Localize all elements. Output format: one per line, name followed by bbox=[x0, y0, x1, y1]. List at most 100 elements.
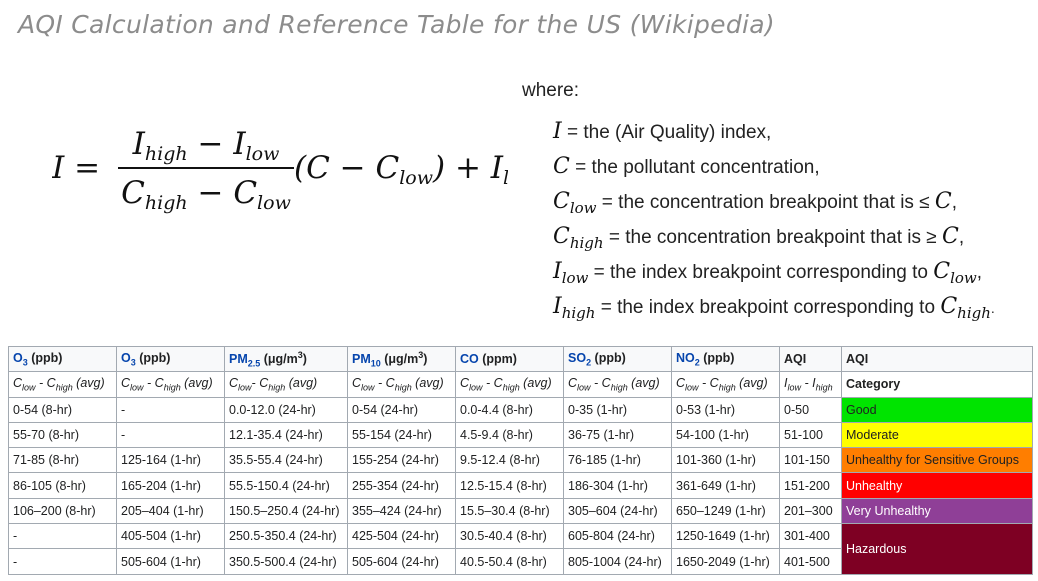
definition-item: I = the (Air Quality) index, bbox=[553, 116, 1033, 151]
definition-text: = the concentration breakpoint that is ≤ bbox=[596, 192, 935, 213]
aqi-category-cell: Very Unhealthy bbox=[841, 497, 1033, 525]
definition-ref-symbol: Chigh bbox=[940, 294, 991, 322]
table-cell: 15.5–30.4 (8-hr) bbox=[455, 497, 564, 525]
table-cell: 425-504 (24-hr) bbox=[347, 523, 456, 550]
pollutant-link[interactable]: CO bbox=[460, 352, 479, 367]
table-row: 86-105 (8-hr) 165-204 (1-hr) 55.5-150.4 (2… bbox=[8, 472, 1033, 499]
formula-fraction: Ihigh − Ilow Chigh − Clow bbox=[118, 122, 294, 215]
definition-symbol: Chigh bbox=[553, 224, 604, 252]
definition-item: Chigh = the concentration breakpoint tha… bbox=[553, 221, 1033, 256]
table-cell: 505-604 (1-hr) bbox=[116, 548, 225, 575]
column-header[interactable]: CO (ppm) bbox=[455, 345, 564, 373]
table-cell: 0-54 (24-hr) bbox=[347, 396, 456, 423]
table-row: 0-54 (8-hr) -0.0-12.0 (24-hr) 0-54 (24-hr)… bbox=[8, 396, 1033, 423]
definition-end: , bbox=[951, 192, 958, 213]
table-cell: 76-185 (1-hr) bbox=[563, 447, 672, 474]
table-cell: 12.1-35.4 (24-hr) bbox=[224, 421, 348, 449]
table-row: 55-70 (8-hr) -12.1-35.4 (24-hr) 55-154 (24… bbox=[8, 421, 1033, 449]
table-cell: 36-75 (1-hr) bbox=[563, 421, 672, 449]
table-row: -505-604 (1-hr) 350.5-500.4 (24-hr) 505-60… bbox=[8, 548, 1033, 575]
pollutant-link[interactable]: NO2 bbox=[676, 350, 700, 368]
column-header[interactable]: O3 (ppb) bbox=[8, 345, 117, 373]
table-cell: - bbox=[116, 421, 225, 449]
table-cell: 255-354 (24-hr) bbox=[347, 472, 456, 499]
column-subheader: Category bbox=[841, 371, 1033, 398]
table-cell: 350.5-500.4 (24-hr) bbox=[224, 548, 348, 575]
page-title: AQI Calculation and Reference Table for … bbox=[18, 10, 775, 39]
column-subheader: Clow- Chigh (avg) bbox=[224, 371, 348, 398]
aqi-category-cell: Moderate bbox=[841, 421, 1033, 449]
definition-item: Ihigh = the index breakpoint correspondi… bbox=[553, 291, 1033, 326]
table-cell: 1250-1649 (1-hr) bbox=[671, 523, 780, 550]
column-header[interactable]: O3 (ppb) bbox=[116, 345, 225, 373]
formula-lhs: I = bbox=[52, 150, 101, 186]
table-cell: 0-53 (1-hr) bbox=[671, 396, 780, 423]
column-header[interactable]: NO2 (ppb) bbox=[671, 345, 780, 373]
table-cell: 40.5-50.4 (8-hr) bbox=[455, 548, 564, 575]
table-cell: 101-150 bbox=[779, 447, 842, 474]
table-cell: 405-504 (1-hr) bbox=[116, 523, 225, 550]
where-label: where: bbox=[522, 80, 580, 101]
formula-denominator: Chigh − Clow bbox=[121, 175, 291, 214]
table-cell: 55-154 (24-hr) bbox=[347, 421, 456, 449]
pollutant-link[interactable]: PM2.5 bbox=[229, 351, 261, 369]
table-cell: 505-604 (24-hr) bbox=[347, 548, 456, 575]
table-cell: 1650-2049 (1-hr) bbox=[671, 548, 780, 575]
table-cell: 30.5-40.4 (8-hr) bbox=[455, 523, 564, 550]
table-cell: 165-204 (1-hr) bbox=[116, 472, 225, 499]
table-cell: 0-50 bbox=[779, 396, 842, 423]
column-subheader: Clow - Chigh (avg) bbox=[563, 371, 672, 398]
table-cell: 201–300 bbox=[779, 497, 842, 525]
table-cell: - bbox=[8, 523, 117, 550]
column-subheader: Clow - Chigh (avg) bbox=[671, 371, 780, 398]
definition-item: Ilow = the index breakpoint correspondin… bbox=[553, 256, 1033, 291]
definition-ref-symbol: C bbox=[934, 189, 952, 214]
column-header[interactable]: SO2 (ppb) bbox=[563, 345, 672, 373]
table-cell: 361-649 (1-hr) bbox=[671, 472, 780, 499]
pollutant-link[interactable]: SO2 bbox=[568, 350, 592, 368]
definition-text: = the index breakpoint corresponding to bbox=[595, 297, 941, 318]
column-header[interactable]: PM2.5 (μg/m3) bbox=[224, 345, 348, 373]
table-row: -405-504 (1-hr) 250.5-350.4 (24-hr) 425-50… bbox=[8, 523, 1033, 575]
definition-end: , bbox=[976, 262, 983, 283]
table-cell: 101-360 (1-hr) bbox=[671, 447, 780, 474]
definition-ref-symbol: Clow bbox=[933, 259, 977, 287]
pollutant-link[interactable]: O3 bbox=[13, 350, 28, 368]
table-cell: - bbox=[8, 548, 117, 575]
column-header: AQI bbox=[841, 345, 1033, 373]
definition-end: . bbox=[990, 300, 995, 316]
table-cell: 0-54 (8-hr) bbox=[8, 396, 117, 423]
table-cell: 35.5-55.4 (24-hr) bbox=[224, 447, 348, 474]
column-header[interactable]: PM10 (μg/m3) bbox=[347, 345, 456, 373]
definition-symbol: Ilow bbox=[553, 259, 589, 287]
table-cell: 151-200 bbox=[779, 472, 842, 499]
column-subheader: Clow - Chigh (avg) bbox=[347, 371, 456, 398]
table-cell: - bbox=[116, 396, 225, 423]
table-cell: 650–1249 (1-hr) bbox=[671, 497, 780, 525]
column-subheader: Clow - Chigh (avg) bbox=[116, 371, 225, 398]
table-cell: 0-35 (1-hr) bbox=[563, 396, 672, 423]
table-cell: 0.0-12.0 (24-hr) bbox=[224, 396, 348, 423]
table-header-row: O3 (ppb) O3 (ppb) PM2.5 (μg/m3) PM10 (μg/m3… bbox=[8, 345, 1033, 373]
definition-item: Clow = the concentration breakpoint that… bbox=[553, 186, 1033, 221]
table-cell: 250.5-350.4 (24-hr) bbox=[224, 523, 348, 550]
table-cell: 125-164 (1-hr) bbox=[116, 447, 225, 474]
table-cell: 55.5-150.4 (24-hr) bbox=[224, 472, 348, 499]
table-subheader-row: Clow - Chigh (avg) Clow - Chigh (avg) Clow… bbox=[8, 371, 1033, 398]
definition-symbol: Ihigh bbox=[553, 294, 596, 322]
definition-text: = the concentration breakpoint that is ≥ bbox=[603, 227, 942, 248]
pollutant-link[interactable]: PM10 bbox=[352, 351, 381, 369]
table-cell: 401-500 bbox=[779, 548, 842, 575]
table-cell: 355–424 (24-hr) bbox=[347, 497, 456, 525]
definition-text: = the (Air Quality) index, bbox=[561, 122, 772, 143]
table-cell: 155-254 (24-hr) bbox=[347, 447, 456, 474]
pollutant-link[interactable]: O3 bbox=[121, 350, 136, 368]
table-cell: 71-85 (8-hr) bbox=[8, 447, 117, 474]
table-cell: 301-400 bbox=[779, 523, 842, 550]
table-cell: 205–404 (1-hr) bbox=[116, 497, 225, 525]
table-cell: 4.5-9.4 (8-hr) bbox=[455, 421, 564, 449]
column-subheader: Clow - Chigh (avg) bbox=[455, 371, 564, 398]
table-cell: 86-105 (8-hr) bbox=[8, 472, 117, 499]
definition-item: C = the pollutant concentration, bbox=[553, 151, 1033, 186]
formula-numerator: Ihigh − Ilow bbox=[132, 126, 280, 165]
